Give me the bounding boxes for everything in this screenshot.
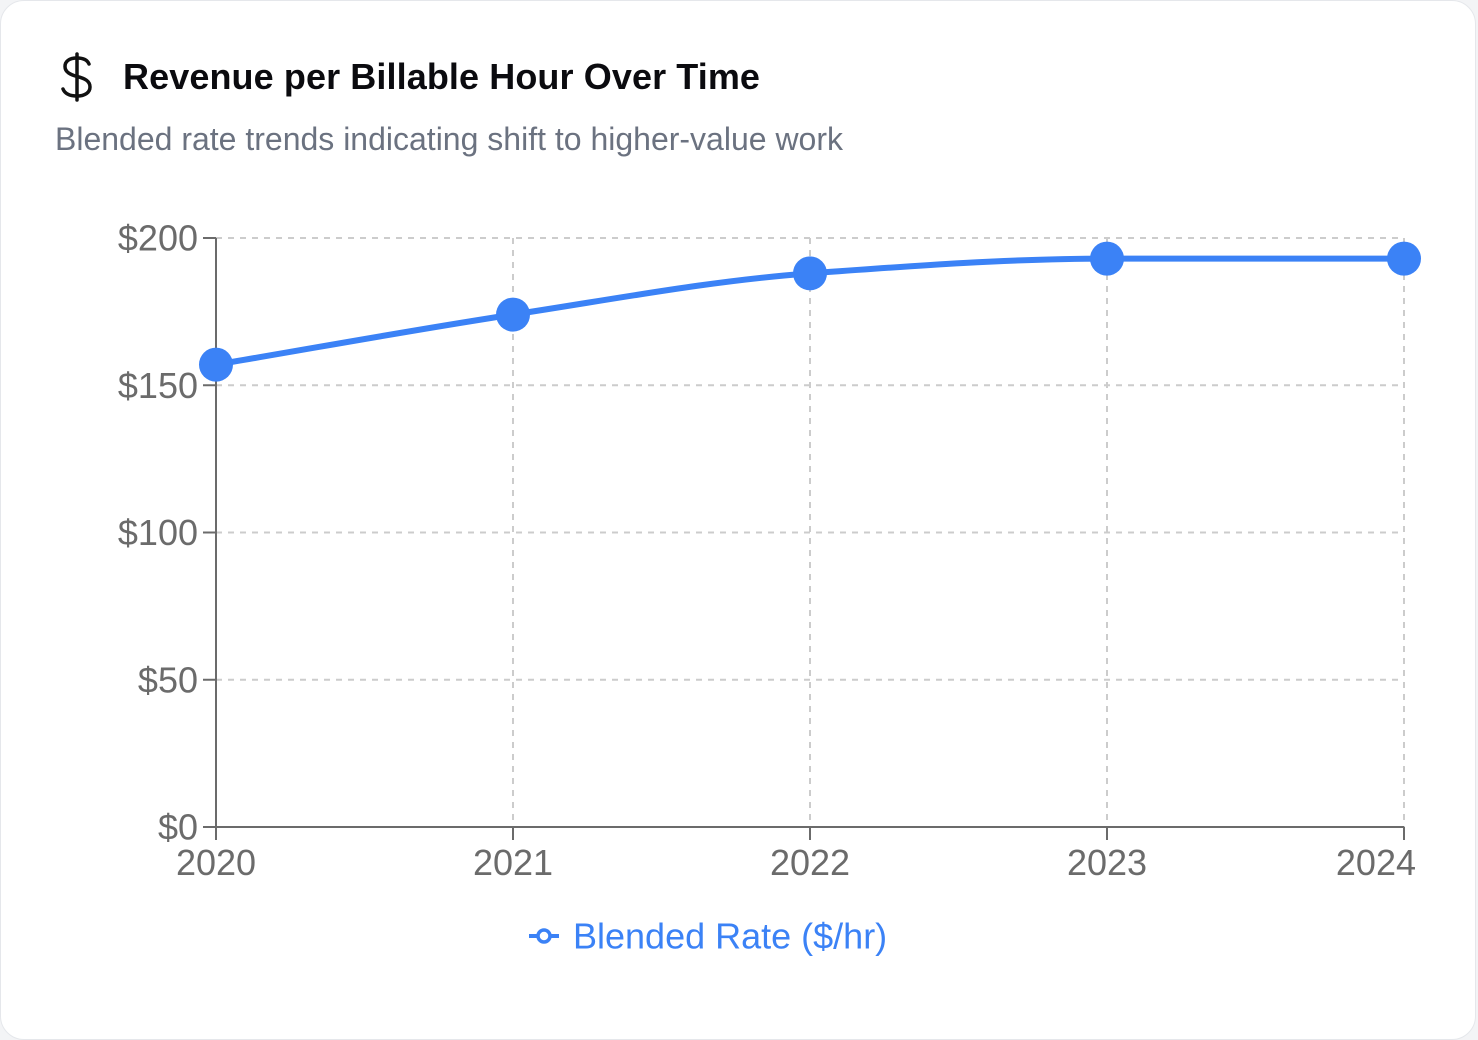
x-tick-label: 2022 [770,842,850,883]
x-tick-label: 2020 [176,842,256,883]
y-tick-label: $50 [138,659,198,700]
legend-marker-icon [536,928,552,944]
data-point [199,347,233,382]
card-header: Revenue per Billable Hour Over Time [57,51,760,103]
y-tick-label: $200 [118,218,198,259]
chart-subtitle: Blended rate trends indicating shift to … [55,121,843,157]
x-tick-label: 2023 [1067,842,1147,883]
data-point [1387,241,1421,276]
y-tick-label: $100 [118,512,198,553]
y-tick-label: $0 [158,807,198,848]
data-point [793,256,827,291]
data-point [496,297,530,332]
x-tick-label: 2024 [1336,842,1416,883]
dollar-icon [61,52,92,102]
legend-label: Blended Rate ($/hr) [573,916,887,957]
y-tick-label: $150 [118,365,198,406]
data-point [1090,241,1124,276]
chart-title: Revenue per Billable Hour Over Time [123,56,761,97]
x-tick-label: 2021 [473,842,553,883]
line-chart: $0 $50 $100 $150 $200 2020 2021 2022 2023 2024 Ble… [118,218,1421,957]
